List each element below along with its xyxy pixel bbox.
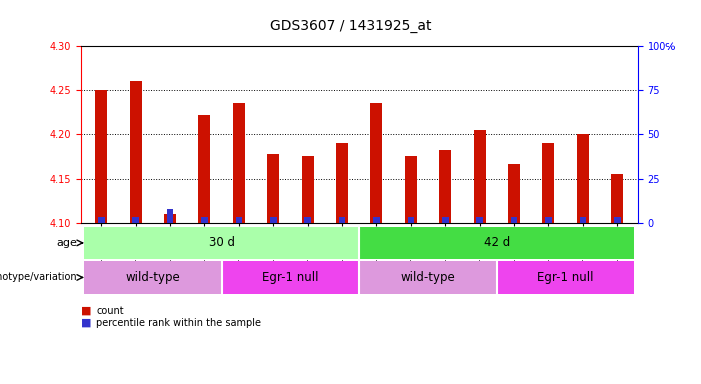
- Text: Egr-1 null: Egr-1 null: [538, 271, 594, 284]
- Bar: [360, 261, 497, 294]
- Bar: [370, 103, 383, 223]
- Text: percentile rank within the sample: percentile rank within the sample: [96, 318, 261, 328]
- Text: 30 d: 30 d: [209, 237, 235, 249]
- Bar: [511, 217, 517, 223]
- Bar: [84, 261, 222, 294]
- Bar: [508, 164, 520, 223]
- Bar: [577, 134, 589, 223]
- Text: wild-type: wild-type: [401, 271, 456, 284]
- Bar: [336, 143, 348, 223]
- Bar: [98, 217, 104, 223]
- Bar: [267, 154, 279, 223]
- Text: count: count: [96, 306, 123, 316]
- Bar: [474, 130, 486, 223]
- Bar: [236, 217, 242, 223]
- Bar: [164, 214, 176, 223]
- Bar: [442, 217, 449, 223]
- Text: 42 d: 42 d: [484, 237, 510, 249]
- Bar: [233, 103, 245, 223]
- Text: wild-type: wild-type: [125, 271, 180, 284]
- Bar: [611, 174, 623, 223]
- Bar: [130, 81, 142, 223]
- Bar: [405, 156, 417, 223]
- Bar: [132, 217, 139, 223]
- Bar: [304, 217, 311, 223]
- Bar: [440, 150, 451, 223]
- Bar: [198, 115, 210, 223]
- Bar: [360, 227, 634, 259]
- Bar: [373, 217, 380, 223]
- Bar: [545, 217, 552, 223]
- Text: genotype/variation: genotype/variation: [0, 272, 77, 283]
- Bar: [580, 217, 586, 223]
- Bar: [270, 217, 277, 223]
- Bar: [167, 209, 173, 223]
- Bar: [222, 261, 360, 294]
- Bar: [407, 217, 414, 223]
- Bar: [339, 217, 346, 223]
- Text: GDS3607 / 1431925_at: GDS3607 / 1431925_at: [270, 19, 431, 33]
- Text: age: age: [56, 238, 77, 248]
- Bar: [95, 90, 107, 223]
- Bar: [201, 217, 207, 223]
- Bar: [84, 227, 359, 259]
- Text: ■: ■: [81, 306, 91, 316]
- Text: Egr-1 null: Egr-1 null: [262, 271, 319, 284]
- Bar: [497, 261, 634, 294]
- Bar: [477, 217, 483, 223]
- Bar: [614, 217, 620, 223]
- Text: ■: ■: [81, 318, 91, 328]
- Bar: [301, 156, 313, 223]
- Bar: [543, 143, 554, 223]
